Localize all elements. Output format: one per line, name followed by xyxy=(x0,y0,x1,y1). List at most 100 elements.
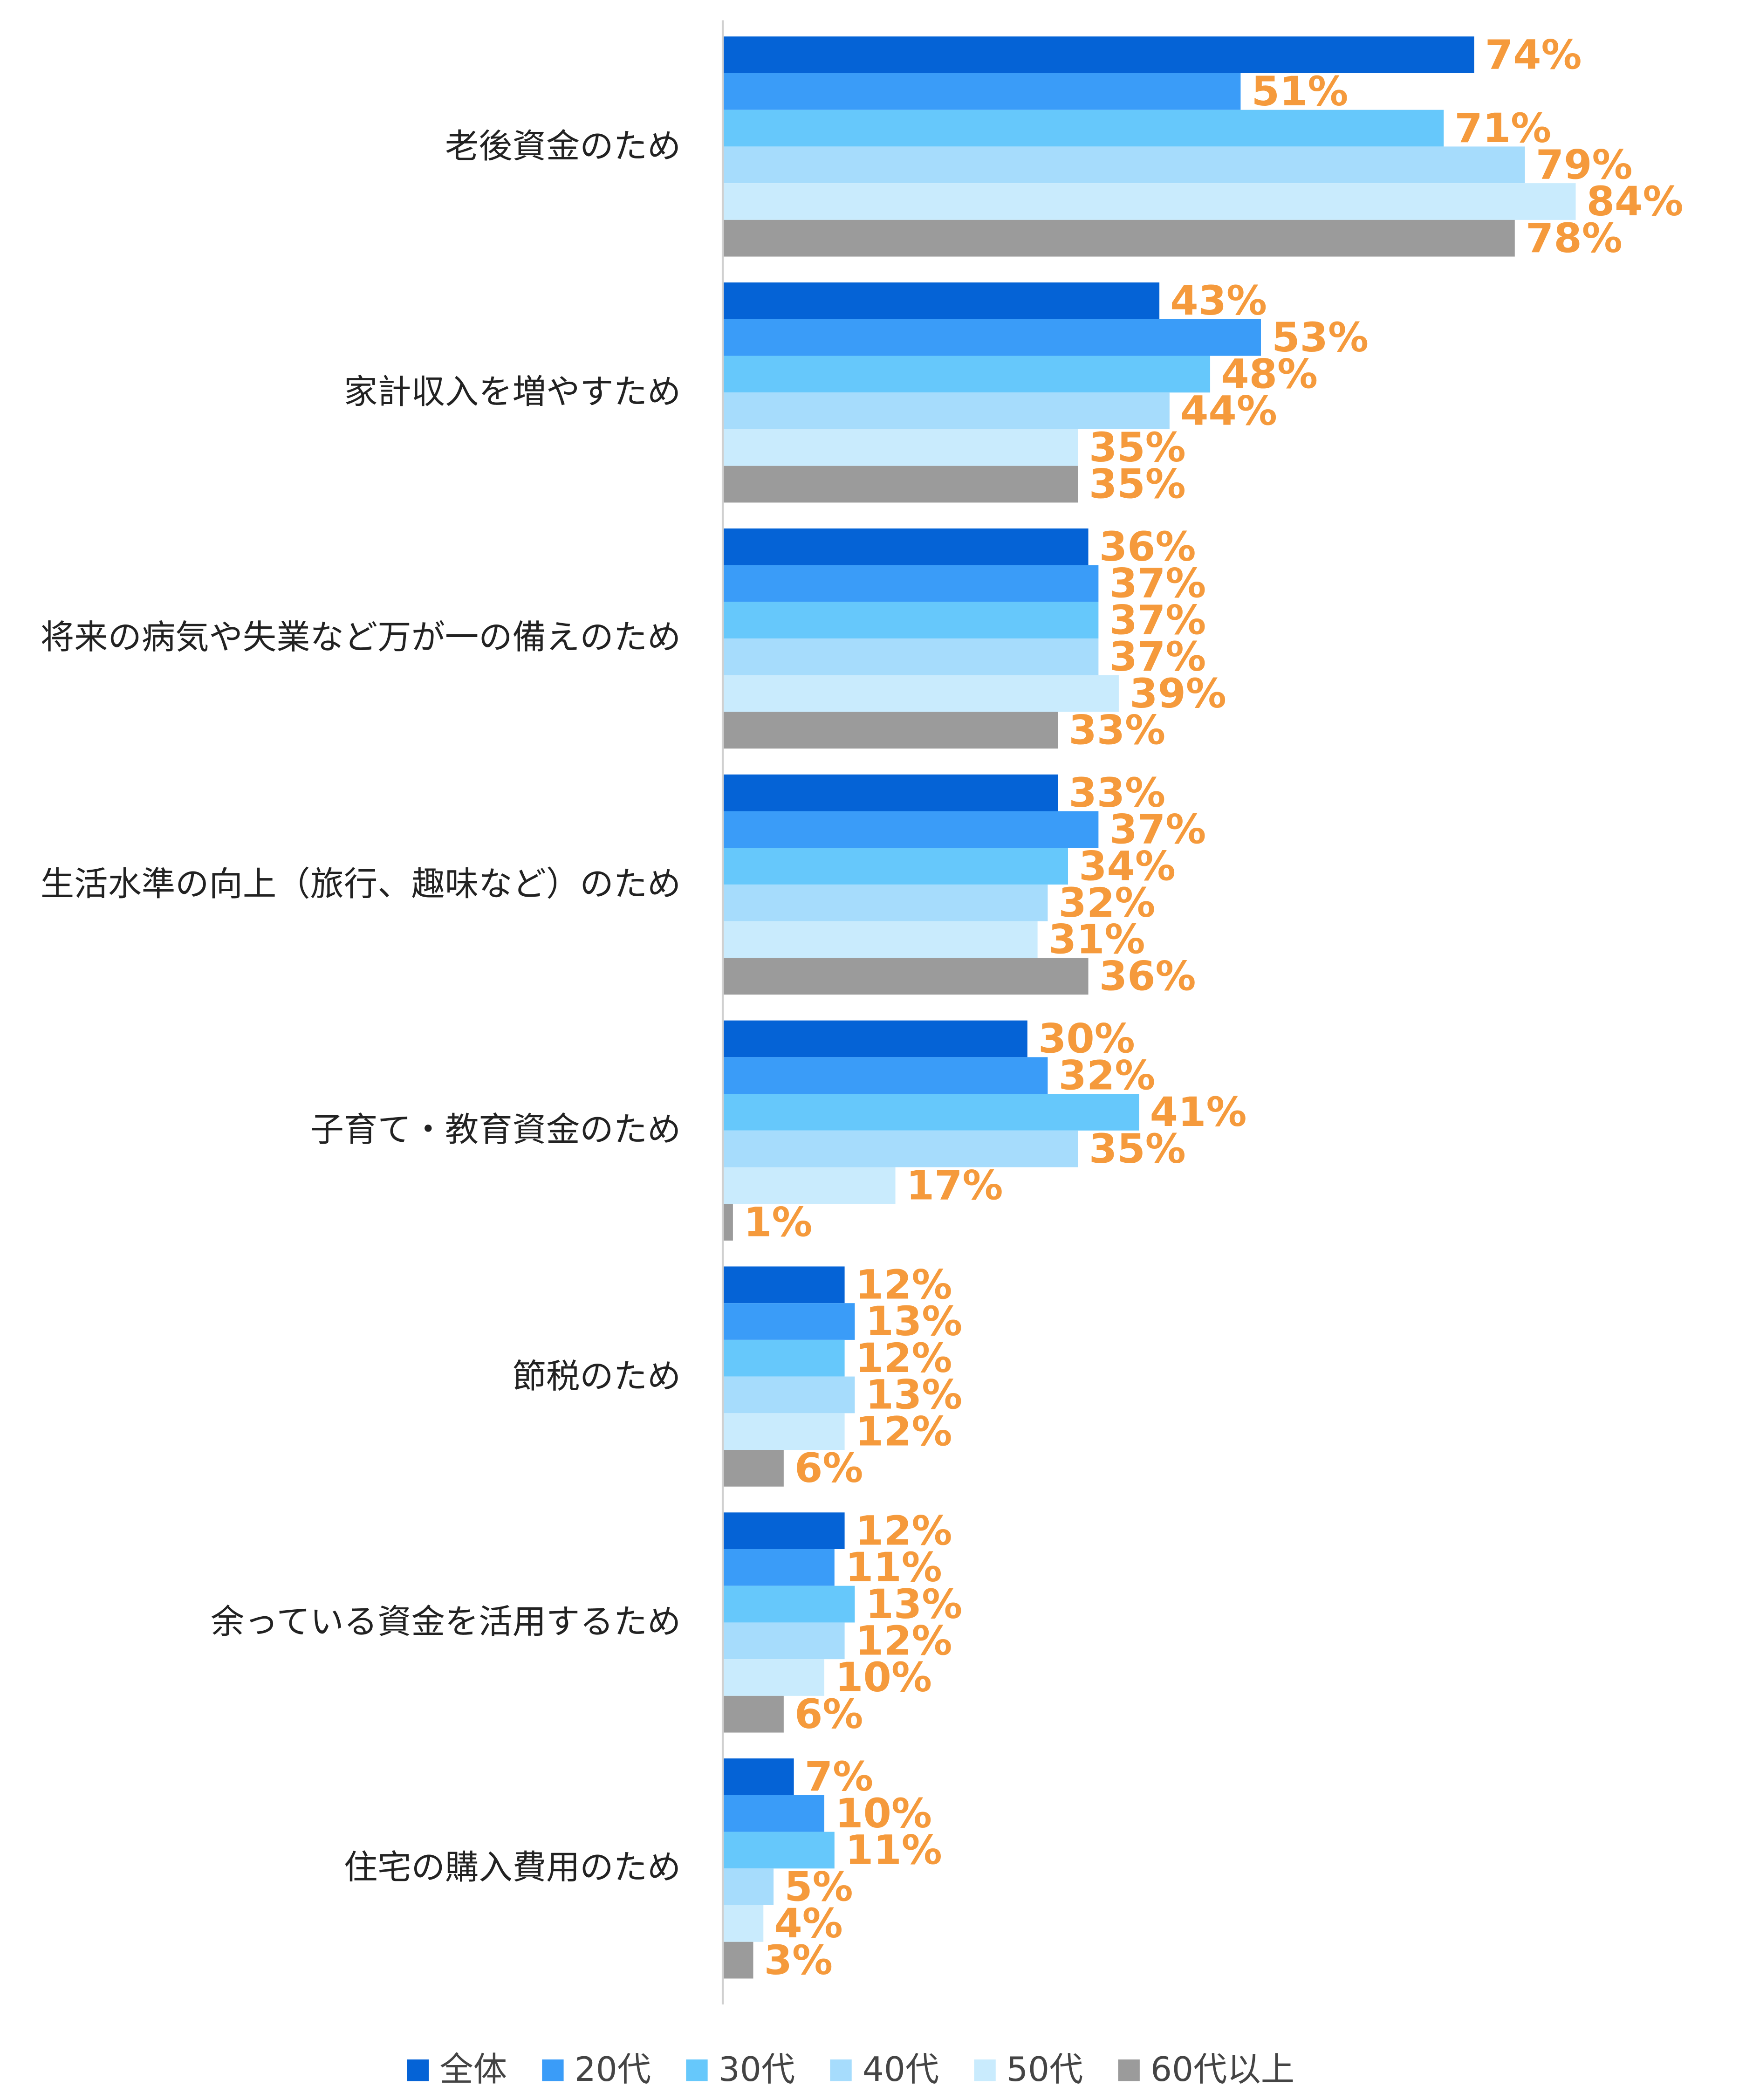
bar xyxy=(723,638,1099,675)
bar xyxy=(723,884,1048,921)
data-label: 32% xyxy=(1059,1052,1156,1099)
bar xyxy=(723,1659,825,1696)
data-label: 5% xyxy=(784,1863,853,1910)
data-label: 12% xyxy=(856,1408,952,1455)
bar xyxy=(723,319,1261,356)
bar xyxy=(723,602,1099,639)
data-label: 12% xyxy=(856,1335,952,1382)
bar xyxy=(723,1057,1048,1094)
bar xyxy=(723,1868,774,1905)
data-label: 36% xyxy=(1099,523,1196,570)
bar xyxy=(723,73,1241,110)
data-label: 4% xyxy=(774,1900,842,1947)
data-label: 35% xyxy=(1089,461,1186,508)
bar xyxy=(723,1622,845,1660)
category-label: 生活水準の向上（旅行、趣味など）のため xyxy=(40,864,681,904)
bar xyxy=(723,675,1119,712)
bar xyxy=(723,1695,784,1733)
data-label: 11% xyxy=(845,1544,942,1591)
bar xyxy=(723,1167,896,1204)
bar xyxy=(723,146,1525,184)
data-label: 37% xyxy=(1109,633,1206,680)
bar xyxy=(723,848,1068,885)
bar xyxy=(723,528,1089,565)
data-label: 71% xyxy=(1454,105,1551,152)
legend-swatch xyxy=(1118,2059,1140,2081)
data-label: 78% xyxy=(1526,215,1623,262)
legend-swatch xyxy=(407,2059,429,2081)
data-label: 37% xyxy=(1109,560,1206,607)
bar xyxy=(723,356,1211,393)
data-label: 48% xyxy=(1221,351,1318,398)
bar xyxy=(723,1795,825,1832)
data-label: 37% xyxy=(1109,806,1206,853)
bar xyxy=(723,1549,835,1586)
bar xyxy=(723,466,1078,503)
bar xyxy=(723,392,1170,429)
data-label: 31% xyxy=(1048,916,1145,963)
data-label: 17% xyxy=(906,1162,1003,1209)
category-label: 余っている資金を活用するため xyxy=(211,1602,681,1641)
bar xyxy=(723,1130,1078,1167)
legend-label: 60代以上 xyxy=(1150,2050,1294,2089)
data-label: 41% xyxy=(1150,1089,1247,1136)
bar xyxy=(723,565,1099,602)
data-label: 79% xyxy=(1536,141,1633,188)
data-label: 43% xyxy=(1170,277,1267,324)
data-label: 10% xyxy=(835,1790,932,1837)
bar xyxy=(723,1339,845,1377)
category-label-box: 老後資金のため xyxy=(445,126,681,165)
category-label: 家計収入を増やすため xyxy=(343,372,681,412)
bar xyxy=(723,712,1058,749)
bar xyxy=(723,1020,1027,1057)
category-label: 住宅の購入費用のため xyxy=(343,1848,681,1887)
data-label: 74% xyxy=(1485,31,1582,78)
bar xyxy=(723,1376,855,1414)
bar xyxy=(723,1758,794,1795)
legend-label: 20代 xyxy=(575,2050,651,2089)
legend-label: 30代 xyxy=(719,2050,795,2089)
data-label: 44% xyxy=(1180,387,1277,434)
data-label: 10% xyxy=(835,1654,932,1701)
data-label: 36% xyxy=(1099,953,1196,1000)
category-label-box: 生活水準の向上（旅行、趣味など）のため xyxy=(40,864,681,904)
category-label-box: 将来の病気や失業など万が一の備えのため xyxy=(40,618,681,658)
data-label: 12% xyxy=(856,1507,952,1554)
bar xyxy=(723,1585,855,1623)
bar xyxy=(723,921,1038,958)
data-label: 13% xyxy=(866,1581,963,1628)
data-label: 84% xyxy=(1587,178,1684,225)
bar xyxy=(723,811,1099,848)
bar xyxy=(723,1905,764,1942)
bar xyxy=(723,183,1576,220)
legend-swatch xyxy=(686,2059,708,2081)
category-label-box: 家計収入を増やすため xyxy=(343,372,681,412)
data-label: 1% xyxy=(744,1199,812,1246)
category-label: 子育て・教育資金のため xyxy=(310,1110,681,1150)
category-label: 将来の病気や失業など万が一の備えのため xyxy=(40,618,681,658)
bar xyxy=(723,1266,845,1304)
data-label: 35% xyxy=(1089,1125,1186,1173)
data-label: 34% xyxy=(1079,843,1176,890)
data-label: 6% xyxy=(794,1691,863,1738)
bar xyxy=(723,1512,845,1550)
data-label: 35% xyxy=(1089,424,1186,471)
bar xyxy=(723,220,1515,257)
data-label: 32% xyxy=(1059,879,1156,926)
data-label: 53% xyxy=(1272,314,1369,361)
bar xyxy=(723,1942,753,1979)
bar xyxy=(723,774,1058,811)
data-label: 30% xyxy=(1038,1016,1135,1063)
category-label-box: 余っている資金を活用するため xyxy=(211,1602,681,1641)
bar xyxy=(723,282,1160,319)
bar xyxy=(723,1094,1139,1131)
bar xyxy=(723,429,1078,466)
legend-label: 40代 xyxy=(863,2050,939,2089)
category-label-box: 子育て・教育資金のため xyxy=(310,1110,681,1150)
bar xyxy=(723,958,1089,995)
category-label-box: 住宅の購入費用のため xyxy=(343,1848,681,1887)
legend-swatch xyxy=(542,2059,564,2081)
bar xyxy=(723,110,1444,147)
legend-label: 全体 xyxy=(439,2050,507,2089)
